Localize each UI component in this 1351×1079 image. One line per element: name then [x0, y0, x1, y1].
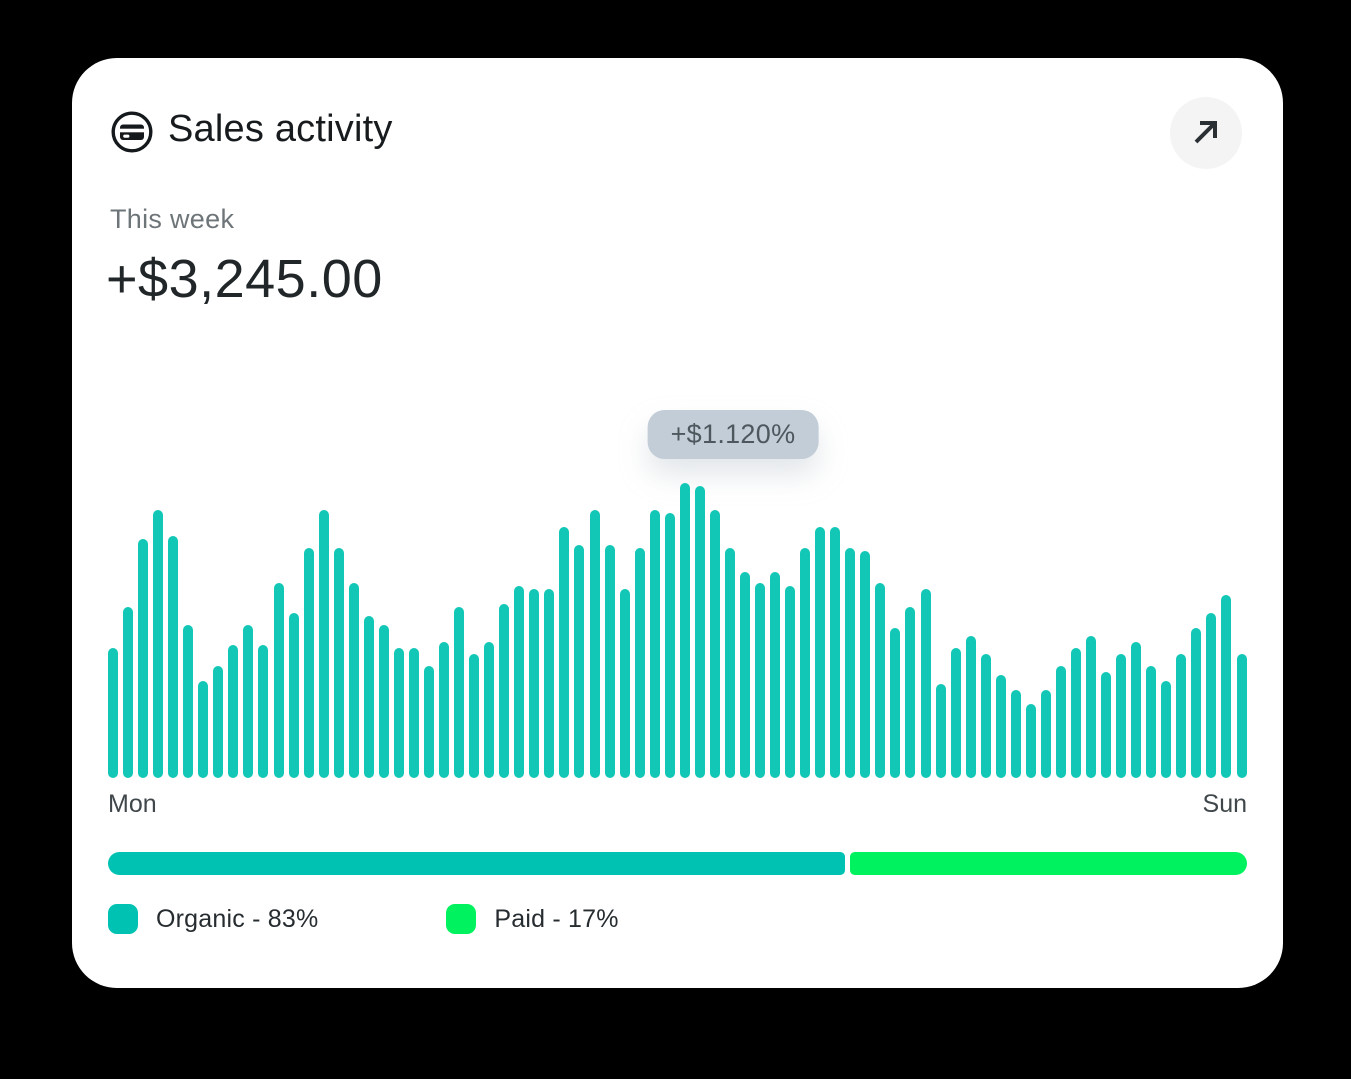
chart-bar [694, 485, 705, 778]
bar-chart [108, 483, 1247, 778]
chart-bar [243, 624, 254, 778]
chart-bar [499, 603, 510, 778]
chart-bar [574, 544, 585, 778]
chart-bar [815, 527, 826, 778]
chart-bar [604, 544, 615, 778]
chart-bar [1131, 642, 1142, 778]
sales-activity-card: Sales activity This week +$3,245.00 +$1.… [72, 58, 1283, 988]
chart-bar [1086, 636, 1097, 778]
chart-bar [183, 624, 194, 778]
chart-bar [1040, 689, 1051, 778]
chart-bar [123, 606, 134, 778]
chart-bar [935, 683, 946, 778]
chart-bar [1025, 704, 1036, 778]
chart-bar [905, 606, 916, 778]
chart-bar [1221, 595, 1232, 778]
chart-bar [589, 509, 600, 778]
chart-bar [860, 550, 871, 778]
breakdown-segment-paid [849, 852, 1247, 875]
chart-bar [108, 648, 118, 778]
x-axis-labels: Mon Sun [108, 790, 1247, 819]
chart-bar [168, 536, 179, 778]
chart-bar [1101, 671, 1112, 778]
chart-bar [273, 583, 284, 778]
chart-bar [1055, 665, 1066, 778]
chart-bar [800, 547, 811, 778]
chart-bar [770, 571, 781, 778]
chart-bar [1071, 648, 1081, 778]
chart-bar [529, 589, 540, 778]
chart-bar [724, 547, 735, 778]
expand-button[interactable] [1170, 97, 1242, 169]
breakdown-segment-organic [108, 852, 845, 875]
legend-swatch-organic [108, 904, 138, 934]
chart-bar [258, 645, 269, 778]
chart-bar [950, 648, 961, 778]
chart-bar [1206, 612, 1217, 778]
legend: Organic - 83% Paid - 17% [108, 904, 619, 934]
chart-bar [153, 509, 164, 778]
legend-label-paid: Paid - 17% [494, 904, 619, 933]
chart-bar [454, 606, 465, 778]
chart-bar [318, 509, 329, 778]
chart-bar [1176, 654, 1187, 778]
chart-bar [980, 654, 991, 778]
chart-bar [830, 527, 841, 778]
chart-bar [1010, 689, 1021, 778]
card-title: Sales activity [168, 108, 393, 150]
chart-bar [1161, 680, 1172, 778]
amount-value: +$3,245.00 [106, 249, 383, 309]
chart-bar [423, 665, 434, 778]
chart-bar [920, 589, 931, 778]
chart-bar [378, 624, 389, 778]
chart-bar [559, 527, 570, 778]
legend-swatch-paid [446, 904, 477, 934]
chart-bar [333, 547, 344, 778]
chart-bar [138, 539, 149, 778]
chart-bar [1146, 665, 1157, 778]
chart-bar [845, 547, 856, 778]
chart-bar [484, 642, 495, 778]
axis-label-sun: Sun [1202, 790, 1247, 818]
legend-item-paid: Paid - 17% [446, 904, 618, 934]
legend-item-organic: Organic - 83% [108, 904, 318, 934]
chart-bar [469, 654, 480, 778]
chart-bar [739, 571, 750, 778]
chart-bar [709, 509, 720, 778]
chart-bar [679, 483, 690, 778]
axis-label-mon: Mon [108, 790, 157, 818]
chart-bar [890, 627, 901, 778]
chart-bar [1191, 627, 1202, 778]
chart-bar [408, 648, 419, 778]
chart-bar [393, 648, 404, 778]
chart-bar [213, 665, 224, 778]
chart-bar [1116, 654, 1127, 778]
chart-bar [228, 645, 239, 778]
chart-tooltip: +$1.120% [647, 410, 819, 459]
arrow-up-right-icon [1190, 116, 1222, 151]
chart-bar [875, 583, 886, 778]
chart-bar [965, 636, 976, 778]
chart-bar [785, 586, 796, 778]
chart-bar [649, 509, 660, 778]
legend-label-organic: Organic - 83% [156, 904, 319, 933]
chart-bar [995, 674, 1006, 778]
chart-bar [1236, 654, 1247, 778]
chart-bar [348, 583, 359, 778]
chart-bar [755, 583, 766, 778]
chart-bar [439, 642, 450, 778]
chart-bar [544, 589, 555, 778]
breakdown-bar [108, 852, 1247, 875]
chart-bar [664, 512, 675, 778]
chart-bar [363, 615, 374, 778]
chart-bar [198, 680, 209, 778]
credit-card-icon [110, 110, 154, 154]
chart-bar [303, 547, 314, 778]
chart-bar [288, 612, 299, 778]
chart-bar [514, 586, 525, 778]
period-label: This week [110, 204, 235, 234]
chart-bar [619, 589, 630, 778]
chart-bar [634, 547, 645, 778]
